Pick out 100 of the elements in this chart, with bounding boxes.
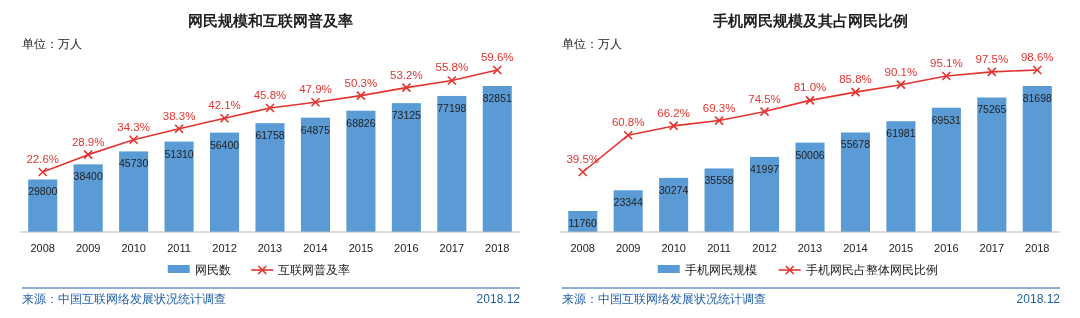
x-tick-label: 2008 [570,242,595,254]
data-label: 90.1% [884,65,918,78]
data-label: 34.3% [117,120,150,133]
x-tick-label: 2017 [979,242,1005,254]
point [356,90,366,101]
bar [886,121,916,232]
x-tick-label: 2008 [30,242,55,254]
data-label: 51310 [164,147,194,160]
x-tick-label: 2016 [934,242,959,254]
bar [482,86,512,232]
legend-label: 网民数 [194,263,231,277]
point [37,167,48,177]
point [310,97,321,108]
data-label: 77198 [437,101,467,114]
x-tick-label: 2015 [888,242,914,254]
bar [73,164,103,232]
x-tick-label: 2009 [615,242,641,254]
bar [840,132,870,232]
x-tick-label: 2010 [121,242,146,254]
x-tick-label: 2018 [1025,242,1050,254]
chart-title: 网民规模和互联网普及率 [187,12,353,29]
chart-title: 手机网民规模及其占网民比例 [711,12,908,29]
data-label: 56400 [209,138,240,151]
source-note: 来源：中国互联网络发展状况统计调查 [22,292,226,306]
x-tick-label: 2015 [348,242,374,254]
data-label: 69531 [931,113,962,126]
bar [437,95,467,232]
data-label: 55678 [840,138,871,151]
legend-label: 手机网民规模 [684,263,757,277]
x-tick-label: 2014 [303,242,328,254]
data-label: 85.8% [839,73,872,86]
legend-label: 手机网民占整体网民比例 [805,263,938,277]
bar [795,142,825,232]
point [896,79,906,90]
data-label: 61981 [886,127,916,140]
bar [119,151,149,232]
point [623,130,633,141]
x-tick-label: 2010 [661,242,686,254]
data-label: 95.1% [930,57,963,70]
x-tick-label: 2017 [439,242,465,254]
data-label: 73125 [391,109,422,122]
data-label: 82851 [482,92,513,104]
text: 2018.12 [476,292,521,306]
data-label: 53.2% [390,68,423,81]
data-label: 98.6% [1020,51,1054,63]
point [83,149,93,160]
x-tick-label: 2011 [167,242,191,254]
data-label: 30274 [659,183,689,196]
bar [255,123,285,232]
data-label: 11760 [568,216,598,229]
point [668,121,679,131]
source-note: 来源：中国互联网络发展状况统计调查 [562,292,766,306]
data-label: 60.8% [611,116,645,129]
bar [346,110,376,232]
x-tick-label: 2013 [797,242,823,254]
data-label: 42.1% [208,99,241,112]
data-label: 23344 [613,196,643,209]
data-label: 50.3% [344,76,378,89]
point [805,95,815,106]
x-tick-label: 2018 [485,242,510,254]
data-label: 81.0% [793,81,827,94]
point [577,167,588,177]
bar [704,168,734,232]
data-label: 35558 [704,174,734,187]
point [850,87,861,97]
x-tick-label: 2014 [843,242,868,254]
bar [1022,86,1052,232]
bar [210,132,240,232]
data-label: 22.6% [26,153,60,165]
data-label: 41997 [749,162,780,175]
data-label: 45730 [119,157,149,170]
point [219,113,230,124]
text: 单位：万人 [22,37,82,51]
x-tick-label: 2016 [394,242,419,254]
data-label: 66.2% [657,106,690,119]
x-tick-label: 2013 [257,242,283,254]
data-label: 74.5% [748,92,781,105]
bar [931,107,961,232]
data-label: 47.9% [299,83,332,96]
bar [391,103,421,232]
point [714,115,724,126]
bar [977,97,1007,232]
point [401,82,412,93]
data-label: 59.6% [480,51,514,63]
data-label: 64875 [300,123,331,136]
x-tick-label: 2012 [752,242,777,254]
legend-label: 互联网普及率 [278,263,351,277]
text: 2018.12 [1016,292,1061,306]
data-label: 61758 [255,129,285,142]
x-tick-label: 2011 [707,242,731,254]
data-label: 55.8% [435,61,469,74]
data-label: 69.3% [702,101,736,114]
data-label: 75265 [977,103,1007,116]
bar [164,141,194,232]
bar [750,156,780,232]
bar [300,117,330,232]
x-tick-label: 2009 [75,242,101,254]
data-label: 29800 [28,185,58,198]
data-label: 38.3% [162,109,196,122]
data-label: 28.9% [71,135,105,148]
